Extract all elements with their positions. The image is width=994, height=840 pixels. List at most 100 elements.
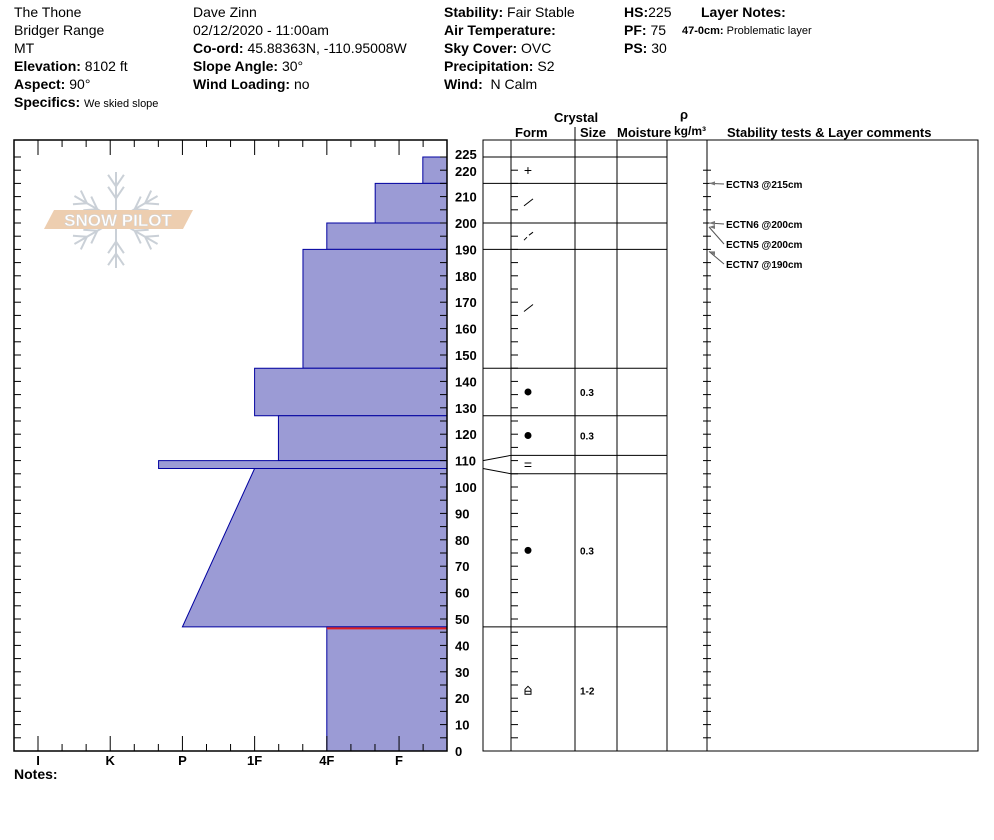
depth-label: 50 [455,612,469,627]
layer-notes-heading: Layer Notes: [701,4,786,20]
depth-label: 70 [455,559,469,574]
specifics: Specifics: We skied slope [14,94,159,110]
snowflake-stroke [115,186,125,199]
hardness-layer-bar [302,248,448,369]
stability-test-label: ECTN6 @200cm [726,220,803,231]
depth-label: 150 [455,348,477,363]
decomposing-fragments-icon [523,304,534,312]
snowflake-stroke [133,196,142,210]
moisture-header: Moisture [617,125,672,140]
hardness-layer-bar [326,222,448,250]
stability: Stability: Fair Stable [444,4,575,20]
snowflake-stroke [107,253,117,266]
snowflake-stroke [144,236,153,250]
sky-cover: Sky Cover: OVC [444,40,552,56]
layer-boundary-connector [482,468,512,475]
decomposing-dashed-icon [528,231,534,236]
depth-label: 0 [455,744,462,759]
state: MT [14,40,35,56]
depth-label: 210 [455,190,477,205]
hardness-layer-bar [254,367,448,417]
snowflake-stroke [107,186,117,199]
depth-label: 140 [455,374,477,389]
depth-label: 80 [455,533,469,548]
hardness-layer-bar [326,626,448,752]
crystal-size: 0.3 [580,388,594,399]
depth-label: 225 [455,147,477,162]
decomposing-fragments-icon [523,198,534,207]
size-header: Size [580,125,607,140]
aspect: Aspect: 90° [14,76,91,92]
hardness-layer-bar [374,182,448,224]
hardness-tick-label: P [178,753,187,768]
mountain-range: Bridger Range [14,22,105,38]
depth-label: 10 [455,718,469,733]
depth-label: 200 [455,216,477,231]
hardness-layer-bar [158,460,448,470]
snowflake-stroke [145,202,160,206]
coordinates: Co-ord: 45.88363N, -110.95008W [193,40,407,56]
snowpilot-logo: SNOW PILOT [44,172,193,268]
depth-label: 190 [455,242,477,257]
snow-height: HS:225 [624,4,672,20]
arrow-head-icon [709,225,715,229]
location-name: The Thone [14,4,82,20]
arrow-head-icon [709,181,715,186]
snowflake-stroke [79,190,88,204]
observer: Dave Zinn [193,4,257,20]
snowflake-stroke [79,236,88,250]
arrow-head-icon [709,251,715,256]
ski-penetration: PS: 30 [624,40,667,56]
snowflake-stroke [145,234,160,238]
form-header: Form [515,125,548,140]
hardness-tick-label: F [395,753,403,768]
density-rho: ρ [680,107,689,122]
depth-label: 100 [455,480,477,495]
elevation: Elevation: 8102 ft [14,58,128,74]
crystal-size: 1-2 [580,686,595,697]
crystal-form-symbol: = [524,457,532,473]
snowflake-stroke [115,253,125,266]
snowflake-stroke [133,230,142,244]
hardness-tick-label: 1F [247,753,262,768]
wind: Wind: N Calm [444,76,538,92]
hardness-tick-label: I [36,753,40,768]
snowflake-stroke [107,241,117,254]
crystal-form-symbol: + [524,162,532,178]
wind-loading: Wind Loading: no [193,76,310,92]
rounded-grains-icon [524,432,532,440]
layer-boundary-connector [482,454,512,462]
logo-text: SNOW PILOT [64,211,172,230]
depth-label: 90 [455,506,469,521]
depth-label: 40 [455,638,469,653]
logo-band [44,210,193,229]
foot-penetration: PF: 75 [624,22,667,38]
crystal-header: Crystal [554,110,599,125]
hardness-layer-bar [181,468,448,628]
hardness-layer-bar [277,415,448,462]
datetime: 02/12/2020 - 11:00am [193,22,329,38]
depth-label: 220 [455,164,477,179]
notes-label: Notes: [14,766,58,782]
stability-test-label: ECTN5 @200cm [726,240,803,251]
snowflake-stroke [72,234,87,238]
snowflake-stroke [90,196,99,210]
precipitation: Precipitation: S2 [444,58,555,74]
crystal-size: 0.3 [580,546,594,557]
stability-test-label: ECTN3 @215cm [726,180,803,191]
stability-test-arrow [708,251,725,265]
layer-table-frame [482,139,979,752]
depth-label: 160 [455,322,477,337]
snowflake-stroke [83,228,98,232]
snowflake-stroke [134,228,149,232]
depth-label: 180 [455,269,477,284]
decomposing-dashed-icon [523,236,528,241]
rounded-grains-icon [524,546,532,554]
layer-note: 47-0cm: Problematic layer [682,25,812,37]
depth-label: 30 [455,665,469,680]
snowflake-stroke [90,230,99,244]
depth-label: 110 [455,454,476,469]
air-temperature: Air Temperature: [444,22,556,38]
depth-label: 120 [455,427,477,442]
crystal-size: 0.3 [580,432,594,443]
